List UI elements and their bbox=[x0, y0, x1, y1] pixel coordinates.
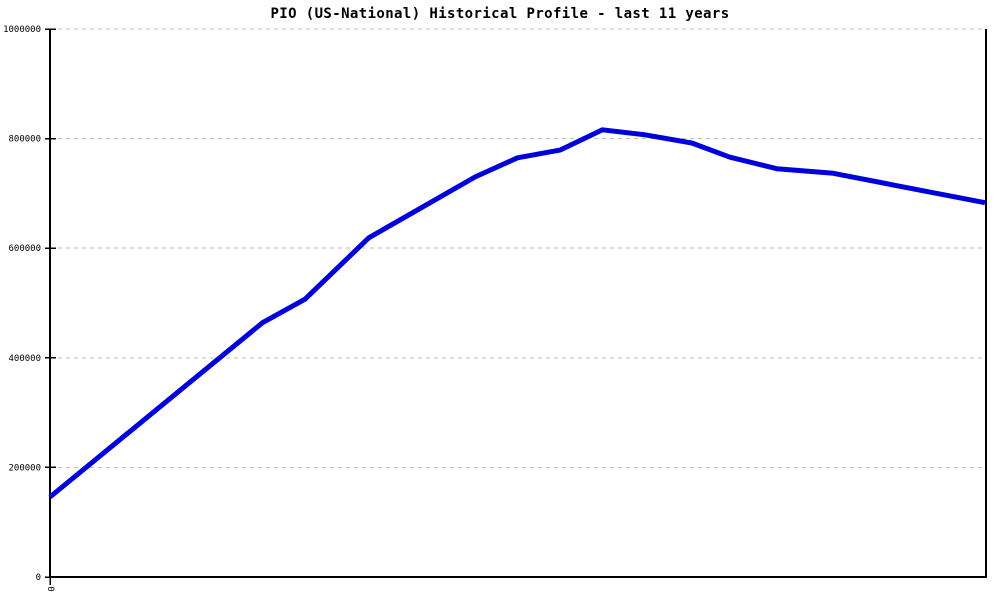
y-tick-label: 0 bbox=[36, 573, 41, 583]
chart-title: PIO (US-National) Historical Profile - l… bbox=[270, 6, 730, 22]
y-tick-label: 1000000 bbox=[3, 25, 41, 35]
y-tick-label: 600000 bbox=[8, 244, 41, 254]
x-tick-label: 0 bbox=[45, 586, 55, 592]
y-tick-label: 200000 bbox=[8, 463, 41, 473]
y-tick-label: 800000 bbox=[8, 135, 41, 145]
axes bbox=[49, 29, 987, 585]
profile-line bbox=[48, 127, 986, 499]
gridlines bbox=[50, 28, 985, 468]
y-tick-labels: 0 200000 400000 600000 800000 1000000 bbox=[3, 25, 56, 583]
y-tick-label: 400000 bbox=[8, 354, 41, 364]
